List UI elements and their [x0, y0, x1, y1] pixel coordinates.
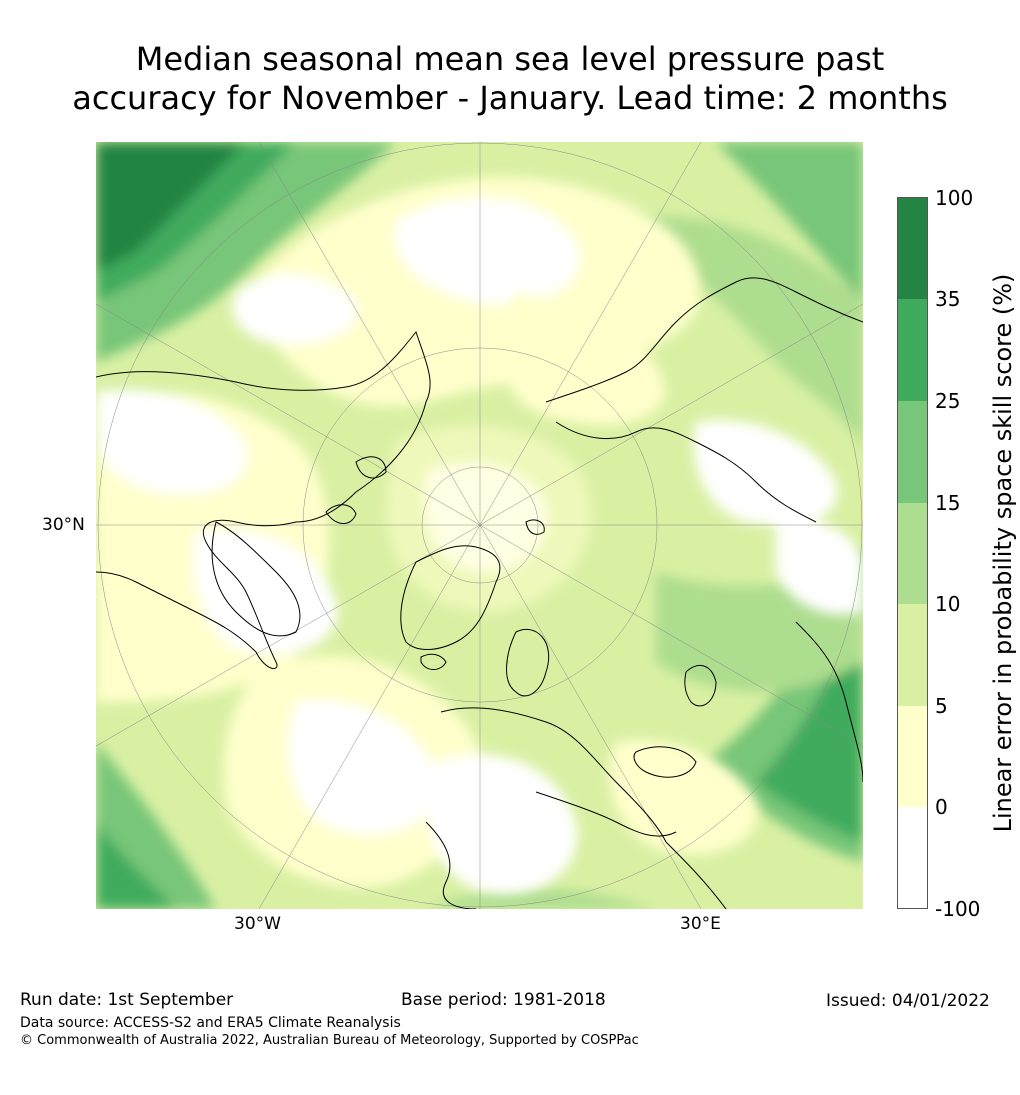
- field-white-europe: [428, 754, 578, 894]
- field-cream-pole: [386, 425, 592, 613]
- field-white-north: [394, 197, 580, 305]
- coast-arctic-islands: [325, 456, 387, 524]
- field-cream-mideast: [609, 740, 758, 855]
- colorbar-tick: 5: [935, 694, 948, 718]
- meridian-120w: [96, 303, 481, 526]
- colorbar-tick: 35: [935, 287, 961, 311]
- colorbar-label: Linear error in probability space skill …: [989, 273, 1017, 833]
- field-white-nw: [232, 273, 358, 345]
- colorbar: [897, 197, 928, 909]
- field-white-atlantic: [288, 700, 438, 835]
- colorbar-tick: 10: [935, 592, 961, 616]
- colorbar-bin-25-35: [898, 299, 927, 401]
- lon-label-30e: 30°E: [680, 914, 721, 934]
- colorbar-tick: 15: [935, 491, 961, 515]
- issued-date: Issued: 04/01/2022: [826, 991, 990, 1011]
- coast-siberia: [555, 421, 817, 523]
- meridian-150w: [258, 142, 481, 526]
- field-cream-ne: [498, 292, 666, 426]
- coast-hudson-bay: [211, 521, 301, 637]
- title-line-2: accuracy for November - January. Lead ti…: [72, 79, 948, 117]
- colorbar-bin-5-10: [898, 604, 927, 706]
- coast-europe: [425, 707, 727, 909]
- coastlines: [96, 277, 863, 909]
- coast-svalbard: [525, 519, 545, 535]
- colorbar-tick: 0: [935, 795, 948, 819]
- colorbar-tick: 25: [935, 389, 961, 413]
- field-darkgreen-nw: [96, 142, 246, 272]
- coast-east-asia: [795, 621, 863, 783]
- coast-north-america: [96, 330, 431, 670]
- polar-skill-map: [96, 142, 863, 909]
- coast-caspian: [684, 664, 717, 707]
- coast-mediterranean: [535, 791, 677, 837]
- field-white-siberia: [693, 420, 838, 526]
- coast-greenland: [400, 545, 501, 650]
- coast-black-sea: [633, 746, 697, 778]
- colorbar-tick: -100: [935, 897, 981, 921]
- run-date: Run date: 1st September: [20, 990, 234, 1010]
- colorbar-tick: 100: [935, 186, 974, 210]
- colorbar-bin-0-5: [898, 706, 927, 807]
- base-period: Base period: 1981-2018: [401, 990, 606, 1010]
- meridian-30w: [258, 524, 481, 909]
- colorbar-bin-35-100: [898, 198, 927, 299]
- field-white-east: [776, 519, 863, 615]
- colorbar-bin-15-25: [898, 401, 927, 503]
- field-green-ne: [716, 142, 863, 302]
- copyright: © Commonwealth of Australia 2022, Austra…: [20, 1033, 639, 1048]
- field-green-sw-2: [96, 822, 176, 909]
- data-source: Data source: ACCESS-S2 and ERA5 Climate …: [20, 1015, 401, 1031]
- meridian-120e: [479, 303, 863, 526]
- coast-scandinavia: [506, 628, 550, 697]
- field-white-west: [96, 389, 248, 495]
- field-lightgreen-ne: [596, 216, 863, 462]
- coast-iceland: [420, 653, 447, 670]
- title-line-1: Median seasonal mean sea level pressure …: [135, 40, 885, 78]
- lon-label-30w: 30°W: [234, 914, 281, 934]
- colorbar-bin-neg100-0: [898, 807, 927, 908]
- meridian-60e: [479, 524, 863, 747]
- meridian-150e: [479, 142, 702, 526]
- lat-label-30n: 30°N: [42, 515, 85, 535]
- coast-asia: [545, 277, 863, 403]
- graticule: [96, 142, 863, 909]
- chart-title: Median seasonal mean sea level pressure …: [0, 40, 1020, 118]
- field-green-se-2: [756, 602, 863, 842]
- field-white-canada: [193, 529, 338, 655]
- colorbar-bin-10-15: [898, 503, 927, 604]
- meridian-30e: [479, 524, 702, 909]
- field-green-s: [426, 888, 656, 909]
